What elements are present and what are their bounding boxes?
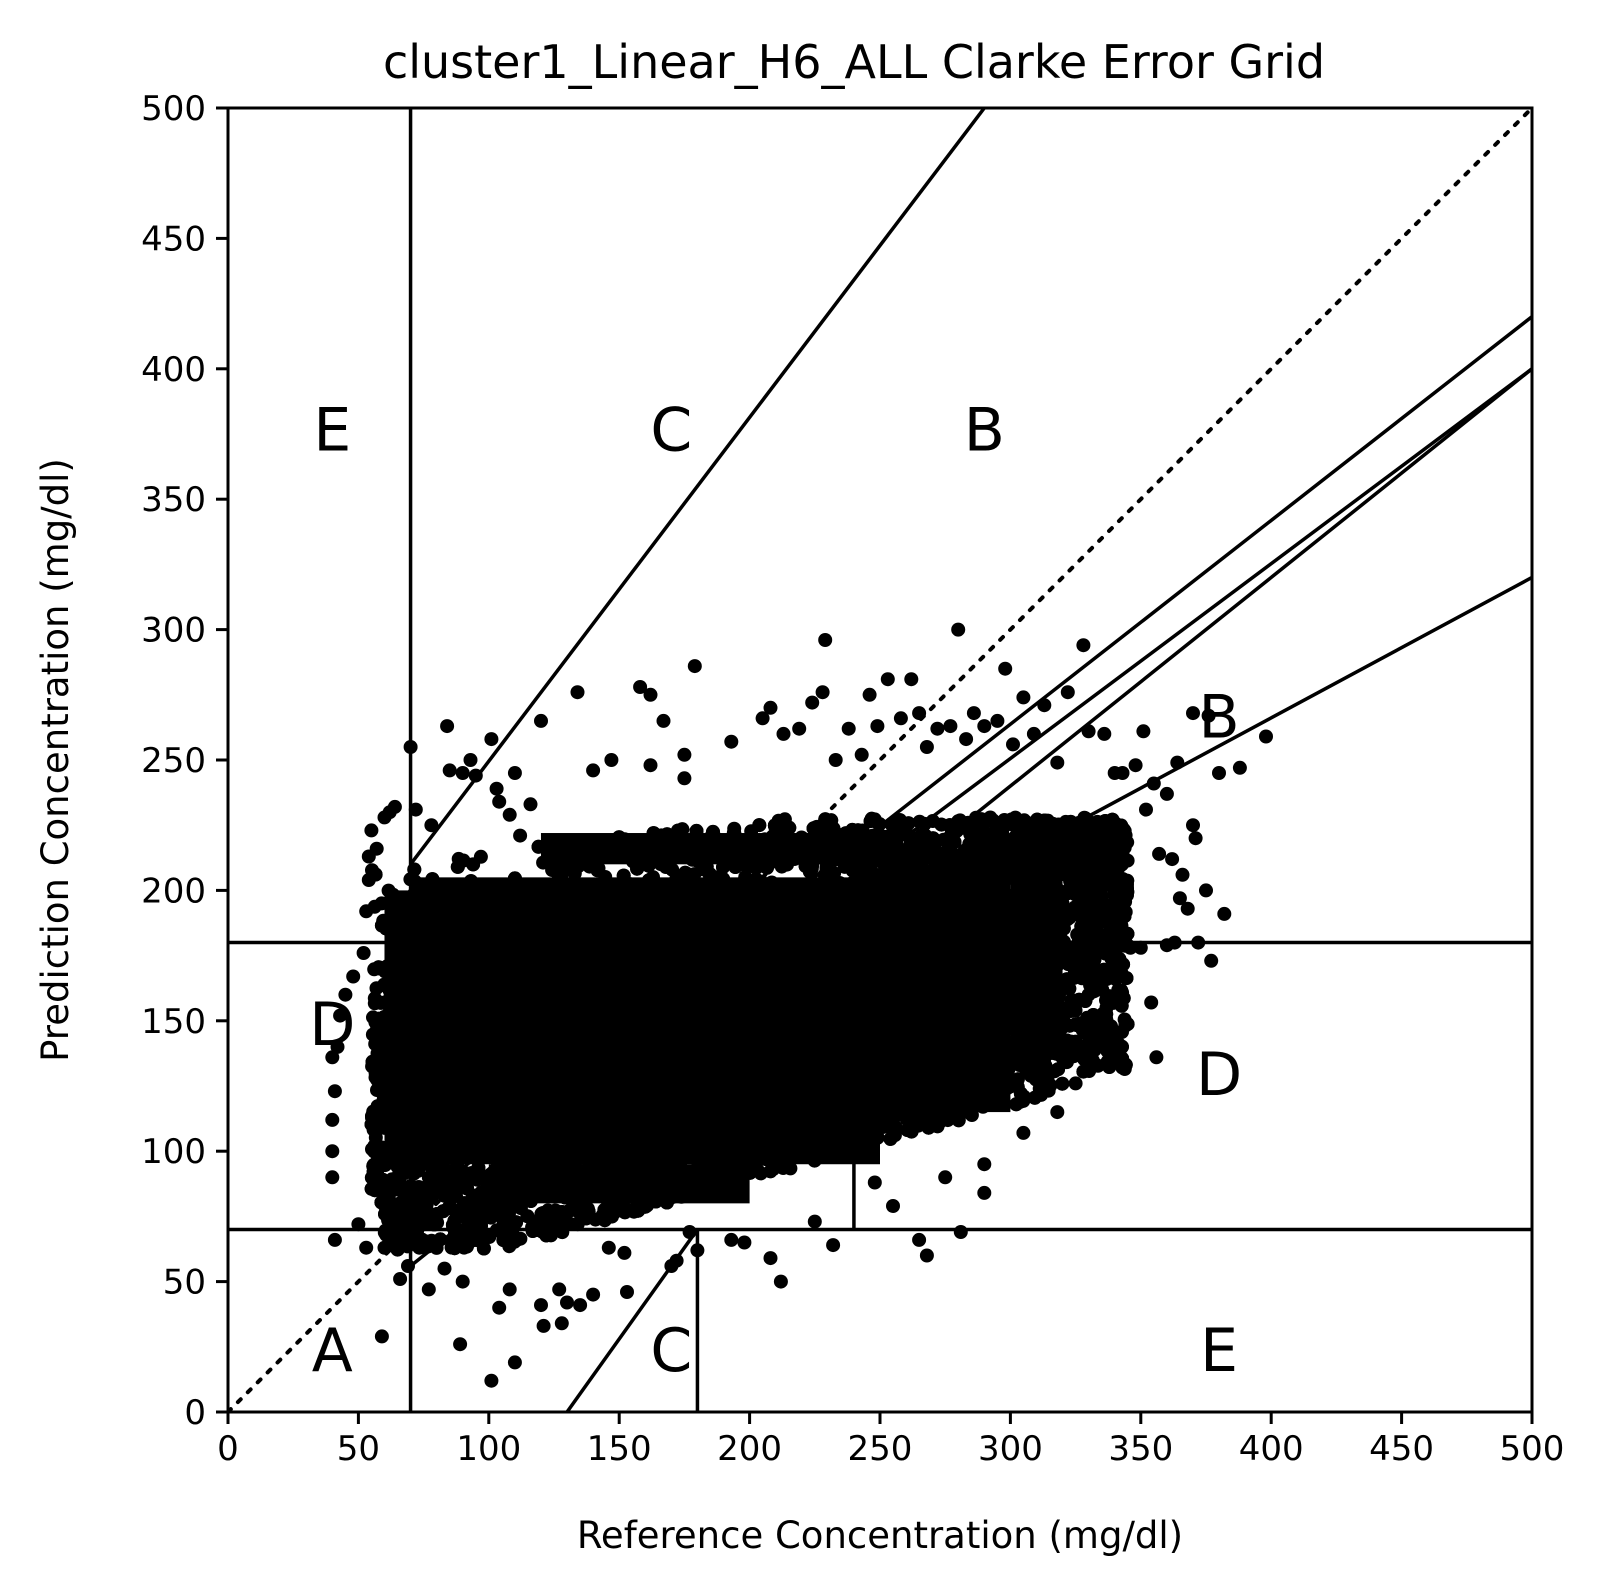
data-point bbox=[369, 981, 384, 996]
chart-title: cluster1_Linear_H6_ALL Clarke Error Grid bbox=[383, 35, 1325, 89]
